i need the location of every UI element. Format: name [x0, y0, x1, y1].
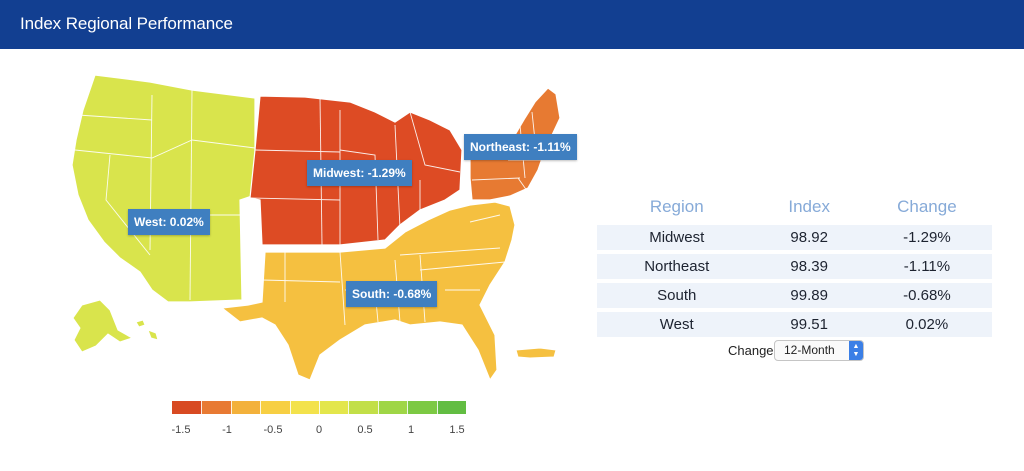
cell-region: Northeast	[597, 254, 757, 279]
cell-index: 99.89	[756, 283, 862, 308]
west-state-borders	[74, 89, 256, 301]
legend-divider	[407, 401, 409, 414]
alaska-shape	[72, 299, 134, 353]
cell-index: 98.39	[756, 254, 862, 279]
column-header-index: Index	[788, 197, 830, 216]
legend-color-segment	[348, 401, 379, 414]
legend-tick-label: -1.5	[171, 424, 191, 436]
color-scale-legend	[172, 401, 467, 414]
table-row: South 99.89 -0.68%	[597, 283, 992, 308]
legend-divider	[289, 401, 291, 414]
legend-color-segment	[230, 401, 261, 414]
legend-divider	[436, 401, 438, 414]
legend-color-segment	[377, 401, 408, 414]
south-state-borders	[261, 214, 506, 326]
legend-divider	[377, 401, 379, 414]
puerto-rico-shape	[515, 347, 557, 359]
select-stepper-icon: ▲ ▼	[849, 341, 863, 360]
cell-change: -1.11%	[861, 254, 992, 279]
table-row: West 99.51 0.02%	[597, 312, 992, 337]
legend-divider	[230, 401, 232, 414]
legend-divider	[260, 401, 262, 414]
period-select-value: 12-Month	[784, 343, 835, 357]
cell-change: 0.02%	[861, 312, 992, 337]
cell-region: South	[597, 283, 757, 308]
hawaii-shape	[135, 319, 159, 341]
legend-divider	[201, 401, 203, 414]
west-region-label: West: 0.02%	[128, 209, 210, 235]
legend-color-segment	[201, 401, 232, 414]
page-title: Index Regional Performance	[20, 14, 233, 33]
legend-tick-label: -1	[222, 424, 232, 436]
period-select[interactable]: 12-Month ▲ ▼	[774, 340, 864, 361]
table-header-row: Region Index Change	[597, 193, 992, 221]
legend-tick-label: -0.5	[263, 424, 283, 436]
legend-divider	[319, 401, 320, 414]
table-row: Northeast 98.39 -1.11%	[597, 254, 992, 279]
legend-tick-label: 1.5	[449, 424, 465, 436]
cell-change: -0.68%	[861, 283, 992, 308]
column-header-change: Change	[897, 197, 957, 216]
legend-color-segment	[436, 401, 467, 414]
cell-region: West	[597, 312, 757, 337]
legend-color-segment	[407, 401, 438, 414]
legend-color-segment	[260, 401, 291, 414]
table-row: Midwest 98.92 -1.29%	[597, 225, 992, 250]
header-bar: Index Regional Performance	[0, 0, 1024, 49]
west-region[interactable]	[71, 74, 256, 353]
cell-index: 99.51	[756, 312, 862, 337]
cell-index: 98.92	[756, 225, 862, 250]
legend-divider	[348, 401, 350, 414]
column-header-region: Region	[649, 197, 704, 216]
cell-change: -1.29%	[861, 225, 992, 250]
region-table: Region Index Change Midwest 98.92 -1.29%…	[597, 189, 992, 341]
south-region-label: South: -0.68%	[346, 281, 438, 307]
northeast-region-label: Northeast: -1.11%	[464, 134, 577, 160]
legend-color-segment	[172, 401, 202, 414]
legend-tick-label: 0.5	[357, 424, 373, 436]
cell-region: Midwest	[597, 225, 757, 250]
change-period-label: Change	[728, 343, 774, 358]
legend-color-segment	[289, 401, 320, 414]
legend-color-segment	[319, 401, 349, 414]
us-region-map	[71, 74, 561, 382]
legend-tick-label: 0	[315, 424, 323, 436]
midwest-region-label: Midwest: -1.29%	[307, 160, 412, 186]
legend-tick-label: 1	[407, 424, 415, 436]
west-region-shape	[71, 74, 256, 303]
